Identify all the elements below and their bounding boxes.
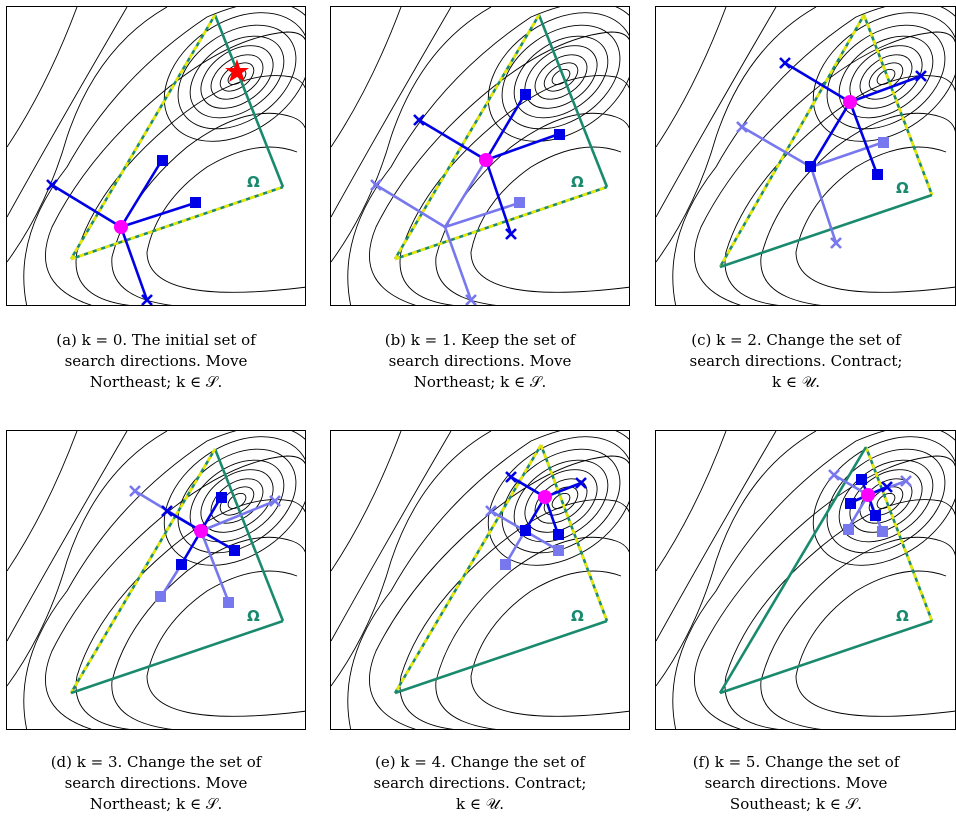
contour-lines — [656, 7, 955, 305]
feasible-region — [718, 14, 934, 269]
region-label: Ω — [896, 607, 909, 625]
caption-line: (e) k = 4. Change the set of — [375, 753, 585, 771]
caption-line: Northeast; k ∈ 𝒮. — [89, 795, 223, 813]
panel-b: Ω — [330, 6, 630, 306]
trial-point-square — [176, 559, 187, 570]
current-iterate — [114, 220, 128, 234]
region-label: Ω — [571, 607, 584, 625]
caption-line: (c) k = 2. Change the set of — [691, 331, 901, 349]
feasible-region — [69, 448, 285, 695]
caption-line: (d) k = 3. Change the set of — [50, 753, 262, 771]
trial-point-square — [872, 169, 883, 180]
diagram-a: Ω — [7, 7, 305, 305]
contour-lines — [7, 7, 305, 305]
current-iterate — [843, 95, 857, 109]
panel-d: Ω — [6, 430, 306, 730]
caption-c: (c) k = 2. Change the set of search dire… — [636, 330, 956, 393]
region-label: Ω — [247, 607, 260, 625]
feasible-region — [393, 14, 609, 261]
previous-directions — [129, 485, 281, 604]
trial-point-square — [229, 545, 240, 556]
trial-point-square — [520, 89, 531, 100]
diagram-c: Ω — [656, 7, 955, 305]
diagram-f: Ω — [656, 431, 955, 729]
caption-line: Southeast; k ∈ 𝒮. — [729, 795, 863, 813]
trial-point-square — [870, 510, 881, 521]
caption-line: (a) k = 0. The initial set of — [56, 331, 256, 349]
trial-point-square — [856, 474, 867, 485]
panel-f: Ω — [655, 430, 956, 730]
trial-point-square — [554, 129, 565, 140]
trial-point-square — [216, 492, 227, 503]
diagram-d: Ω — [7, 431, 305, 729]
caption-line: (f) k = 5. Change the set of — [692, 753, 900, 771]
trial-point-square — [878, 137, 889, 148]
trial-point-square — [553, 529, 564, 540]
caption-d: (d) k = 3. Change the set of search dire… — [0, 752, 316, 815]
trial-point-square — [843, 524, 854, 535]
caption-line: search directions. Move — [388, 352, 572, 370]
caption-line: Northeast; k ∈ 𝒮. — [413, 373, 547, 391]
trial-point-square — [520, 525, 531, 536]
caption-line: k ∈ 𝒰. — [456, 795, 504, 813]
trial-point-square — [845, 498, 856, 509]
caption-f: (f) k = 5. Change the set of search dire… — [636, 752, 956, 815]
contour-lines — [7, 431, 305, 729]
diagram-b: Ω — [331, 7, 629, 305]
contour-lines — [331, 431, 629, 729]
feasible-region — [718, 446, 934, 695]
trial-point-square — [500, 559, 511, 570]
trial-point-square — [877, 526, 888, 537]
trial-point-square — [223, 597, 234, 608]
caption-a: (a) k = 0. The initial set of search dir… — [0, 330, 316, 393]
search-directions — [413, 93, 560, 240]
previous-directions — [736, 121, 885, 249]
region-label: Ω — [247, 173, 260, 191]
caption-line: search directions. Move — [64, 352, 248, 370]
current-iterate — [861, 488, 875, 502]
panel-e: Ω — [330, 430, 630, 730]
trial-point-square — [157, 155, 168, 166]
previous-directions — [370, 159, 520, 305]
optimum-star-icon — [225, 59, 249, 82]
caption-line: search directions. Move — [704, 774, 888, 792]
trial-point-square — [514, 197, 525, 208]
current-iterate — [479, 153, 493, 167]
caption-line: search directions. Move — [64, 774, 248, 792]
current-iterate — [194, 524, 208, 538]
caption-line: k ∈ 𝒰. — [772, 373, 820, 391]
contour-lines — [656, 431, 955, 729]
caption-b: (b) k = 1. Keep the set of search direct… — [320, 330, 640, 393]
caption-line: search directions. Contract; — [373, 774, 587, 792]
feasible-region — [69, 14, 285, 261]
panel-a: Ω — [6, 6, 306, 306]
trial-point-square — [190, 197, 201, 208]
region-label: Ω — [571, 173, 584, 191]
caption-e: (e) k = 4. Change the set of search dire… — [320, 752, 640, 815]
caption-line: (b) k = 1. Keep the set of — [384, 331, 576, 349]
search-directions — [779, 57, 927, 175]
caption-line: search directions. Contract; — [689, 352, 903, 370]
caption-line: Northeast; k ∈ 𝒮. — [89, 373, 223, 391]
trial-point-square — [155, 591, 166, 602]
current-iterate — [538, 490, 552, 504]
diagram-e: Ω — [331, 431, 629, 729]
trial-point-square — [553, 545, 564, 556]
panel-c: Ω — [655, 6, 956, 306]
trial-point-square — [805, 161, 816, 172]
region-label: Ω — [896, 179, 909, 197]
search-directions — [46, 159, 196, 305]
feasible-region — [393, 444, 609, 695]
